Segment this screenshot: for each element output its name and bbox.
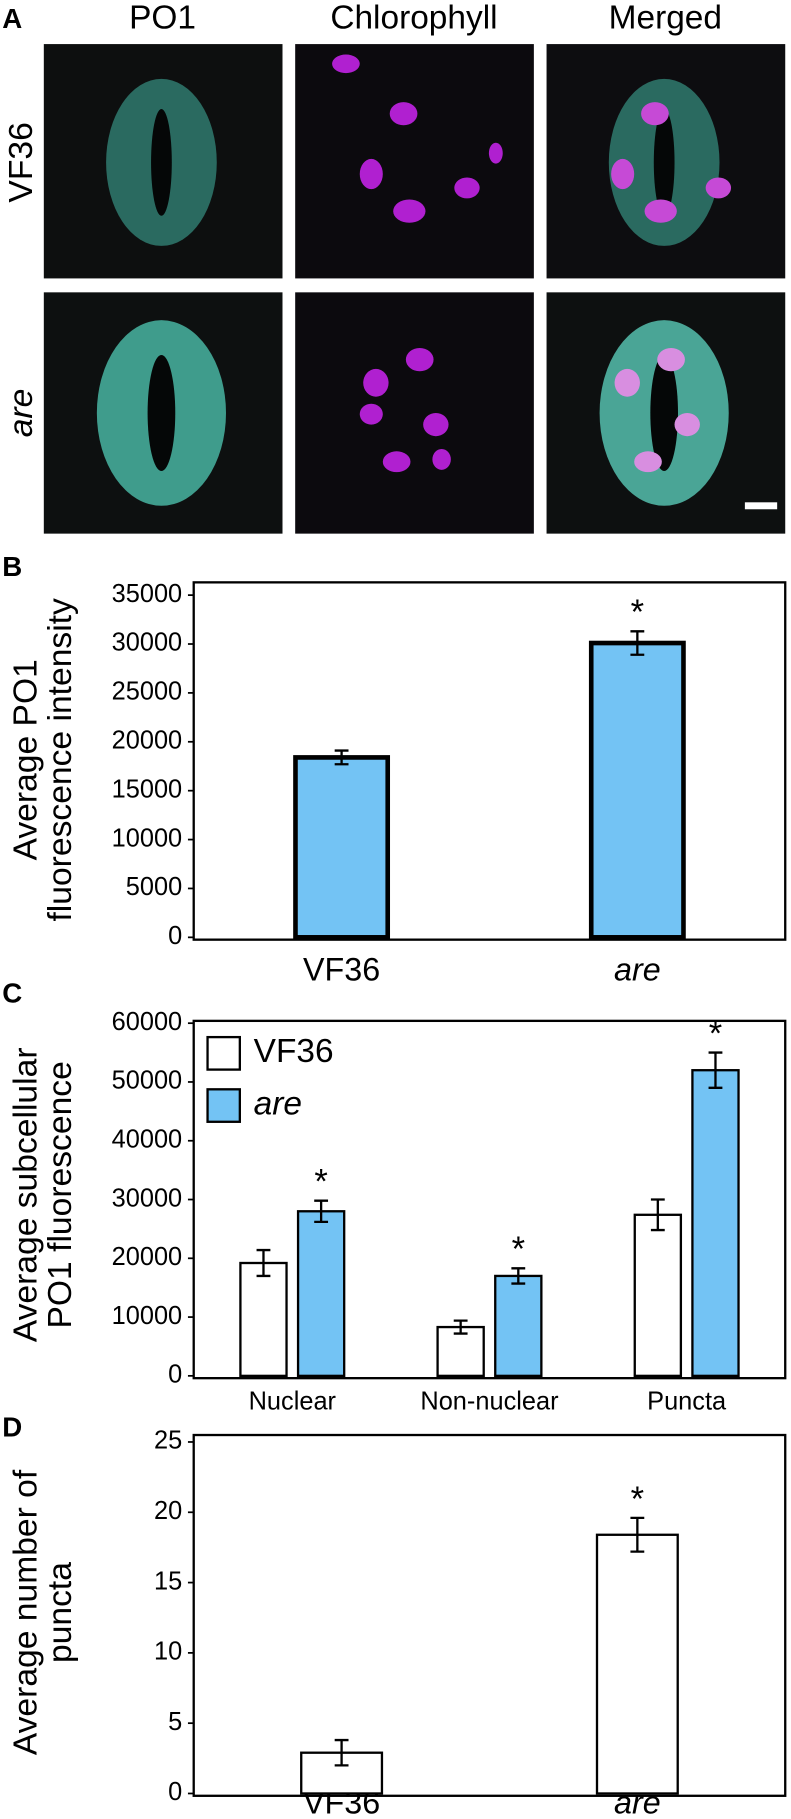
x-tick-label: VF36 <box>303 952 380 988</box>
x-tick-label: Puncta <box>647 1387 727 1415</box>
y-axis-label: fluorescence intensity <box>42 598 79 922</box>
significance-mark: * <box>512 1231 525 1269</box>
bar <box>691 1069 740 1378</box>
y-tick-label: 5 <box>168 1708 182 1736</box>
panel-label: C <box>2 978 22 1009</box>
significance-mark: * <box>314 1164 327 1202</box>
error-bar <box>453 1319 468 1335</box>
legend-swatch <box>206 1088 241 1123</box>
y-tick-label: 15 <box>154 1567 182 1595</box>
significance-mark: * <box>631 1481 644 1519</box>
column-header: Chlorophyll <box>330 0 497 37</box>
panel-label: B <box>2 551 22 582</box>
error-bar <box>650 1198 665 1232</box>
bar <box>494 1274 543 1378</box>
y-tick-label: 20000 <box>112 1243 183 1271</box>
y-tick-label: 0 <box>168 1361 182 1389</box>
panel-label: A <box>2 3 22 34</box>
bar <box>239 1261 288 1378</box>
y-tick-label: 10 <box>154 1638 182 1666</box>
y-tick-label: 40000 <box>112 1125 183 1153</box>
y-axis-label: Average PO1 <box>8 659 45 860</box>
error-bar <box>256 1248 271 1278</box>
error-bar <box>314 1199 329 1224</box>
y-tick-label: 0 <box>168 922 182 950</box>
y-axis-label: Average subcellular <box>8 1047 45 1342</box>
y-axis-label: puncta <box>42 1562 79 1663</box>
y-tick-label: 0 <box>168 1778 182 1806</box>
error-bar <box>511 1267 526 1285</box>
significance-mark: * <box>709 1015 722 1053</box>
bar <box>595 1533 679 1795</box>
y-tick-label: 50000 <box>112 1067 183 1095</box>
error-bar <box>334 1738 349 1767</box>
y-tick-label: 20000 <box>112 726 183 754</box>
x-tick-label: are <box>614 952 661 988</box>
plot-frame <box>192 1019 787 1380</box>
bar <box>633 1213 683 1378</box>
y-tick-label: 25000 <box>112 678 183 706</box>
plot-frame <box>192 1433 787 1797</box>
panel-label: D <box>2 1411 22 1442</box>
x-tick-label: Non-nuclear <box>420 1387 559 1415</box>
legend-label: are <box>254 1085 302 1122</box>
plot-frame <box>192 581 787 941</box>
y-axis-label: PO1 fluorescence <box>42 1061 79 1328</box>
y-axis-label: Average number of <box>8 1469 45 1755</box>
error-bar <box>334 749 349 766</box>
y-tick-label: 35000 <box>112 580 183 608</box>
bar <box>296 1210 346 1378</box>
y-tick-label: 20 <box>154 1497 182 1525</box>
y-tick-label: 10000 <box>112 1302 183 1330</box>
y-tick-label: 25 <box>154 1427 182 1455</box>
column-header: PO1 <box>129 0 196 37</box>
y-tick-label: 30000 <box>112 629 183 657</box>
y-tick-label: 15000 <box>112 775 183 803</box>
micrographs <box>43 44 786 534</box>
x-tick-label: Nuclear <box>249 1387 337 1415</box>
bar <box>293 755 391 940</box>
error-bar <box>630 630 645 656</box>
bar <box>588 640 686 940</box>
row-label: are <box>3 389 40 438</box>
y-tick-label: 30000 <box>112 1184 183 1212</box>
y-tick-label: 60000 <box>112 1008 183 1036</box>
error-bar <box>630 1516 645 1553</box>
bar <box>436 1325 485 1378</box>
error-bar <box>708 1051 723 1090</box>
y-tick-label: 5000 <box>126 873 182 901</box>
significance-mark: * <box>631 594 644 632</box>
y-tick-label: 10000 <box>112 824 183 852</box>
column-header: Merged <box>609 0 722 37</box>
row-label: VF36 <box>3 122 40 202</box>
legend-label: VF36 <box>254 1033 334 1070</box>
legend-swatch <box>206 1035 241 1071</box>
